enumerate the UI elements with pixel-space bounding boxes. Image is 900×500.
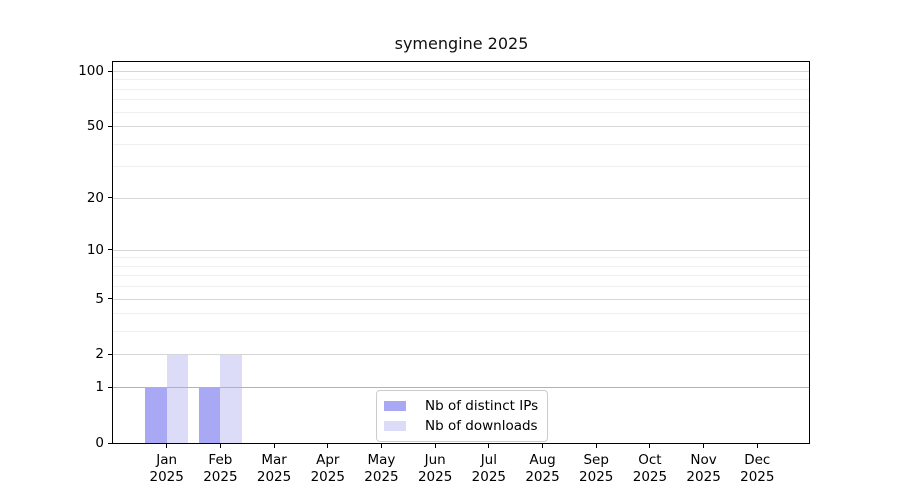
x-tick <box>434 444 436 448</box>
bar-downloads-jan <box>166 354 189 443</box>
y-tick-label: 0 <box>95 435 104 451</box>
y-tick <box>108 353 112 355</box>
grid-layer <box>113 62 809 443</box>
y-tick <box>108 125 112 127</box>
gridline-major <box>113 387 809 389</box>
gridline-minor <box>113 99 809 101</box>
x-tick <box>595 444 597 448</box>
y-tick <box>108 249 112 251</box>
gridline-major <box>113 354 809 356</box>
y-tick <box>108 386 112 388</box>
x-tick-label: Dec 2025 <box>740 452 775 485</box>
gridline-major <box>113 126 809 128</box>
y-tick-label: 1 <box>95 379 104 396</box>
x-tick <box>327 444 329 448</box>
x-tick <box>488 444 490 448</box>
bar-distinct-ips-feb <box>198 387 221 443</box>
gridline-major <box>113 71 809 73</box>
gridline-minor <box>113 286 809 288</box>
y-tick <box>108 197 112 199</box>
y-tick-label: 50 <box>86 118 104 135</box>
y-tick <box>108 70 112 72</box>
x-tick-label: Sep 2025 <box>579 452 614 485</box>
y-tick-label: 10 <box>86 241 104 258</box>
x-tick <box>756 444 758 448</box>
gridline-minor <box>113 143 809 145</box>
x-tick-label: Mar 2025 <box>256 452 292 485</box>
gridline-minor <box>113 79 809 81</box>
gridline-major <box>113 197 809 199</box>
x-tick <box>542 444 544 448</box>
y-tick <box>108 442 112 444</box>
bars-layer <box>113 62 809 443</box>
bar-downloads-feb <box>220 354 242 443</box>
gridline-minor <box>113 111 809 113</box>
x-tick-label: May 2025 <box>364 452 399 485</box>
gridline-minor <box>113 313 809 315</box>
y-tick-label: 20 <box>86 189 104 206</box>
gridline-major <box>113 249 809 251</box>
x-tick-label: Feb 2025 <box>203 452 238 485</box>
plot-area <box>112 61 810 444</box>
x-tick-label: Jul 2025 <box>471 452 507 485</box>
y-tick-label: 2 <box>95 346 104 363</box>
x-tick-label: Jan 2025 <box>149 452 184 485</box>
x-tick <box>166 444 168 448</box>
legend-swatch-distinct-ips <box>384 401 406 411</box>
gridline-minor <box>113 275 809 277</box>
gridline-minor <box>113 166 809 168</box>
bar-distinct-ips-jan <box>145 387 167 443</box>
x-tick <box>703 444 705 448</box>
legend: Nb of distinct IPs Nb of downloads <box>376 390 549 442</box>
chart-title: symengine 2025 <box>394 34 529 53</box>
gridline-minor <box>113 257 809 259</box>
y-tick-label: 5 <box>95 290 104 307</box>
x-tick <box>219 444 221 448</box>
legend-item-downloads: Nb of downloads <box>384 416 538 436</box>
gridline-minor <box>113 331 809 333</box>
gridline-minor <box>113 265 809 267</box>
legend-item-distinct-ips: Nb of distinct IPs <box>384 396 538 416</box>
y-tick-label: 100 <box>78 63 104 80</box>
gridline-minor <box>113 88 809 90</box>
x-tick-label: Jun 2025 <box>417 452 453 485</box>
gridline-major <box>113 298 809 300</box>
legend-label-downloads: Nb of downloads <box>425 418 538 434</box>
x-tick <box>649 444 651 448</box>
legend-label-distinct-ips: Nb of distinct IPs <box>425 398 539 414</box>
x-tick-label: Nov 2025 <box>686 452 721 485</box>
legend-swatch-downloads <box>384 421 406 431</box>
x-tick-label: Aug 2025 <box>525 452 560 485</box>
x-tick <box>273 444 275 448</box>
x-tick-label: Apr 2025 <box>310 452 345 485</box>
x-tick-label: Oct 2025 <box>632 452 668 485</box>
y-tick <box>108 298 112 300</box>
x-tick <box>380 444 382 448</box>
